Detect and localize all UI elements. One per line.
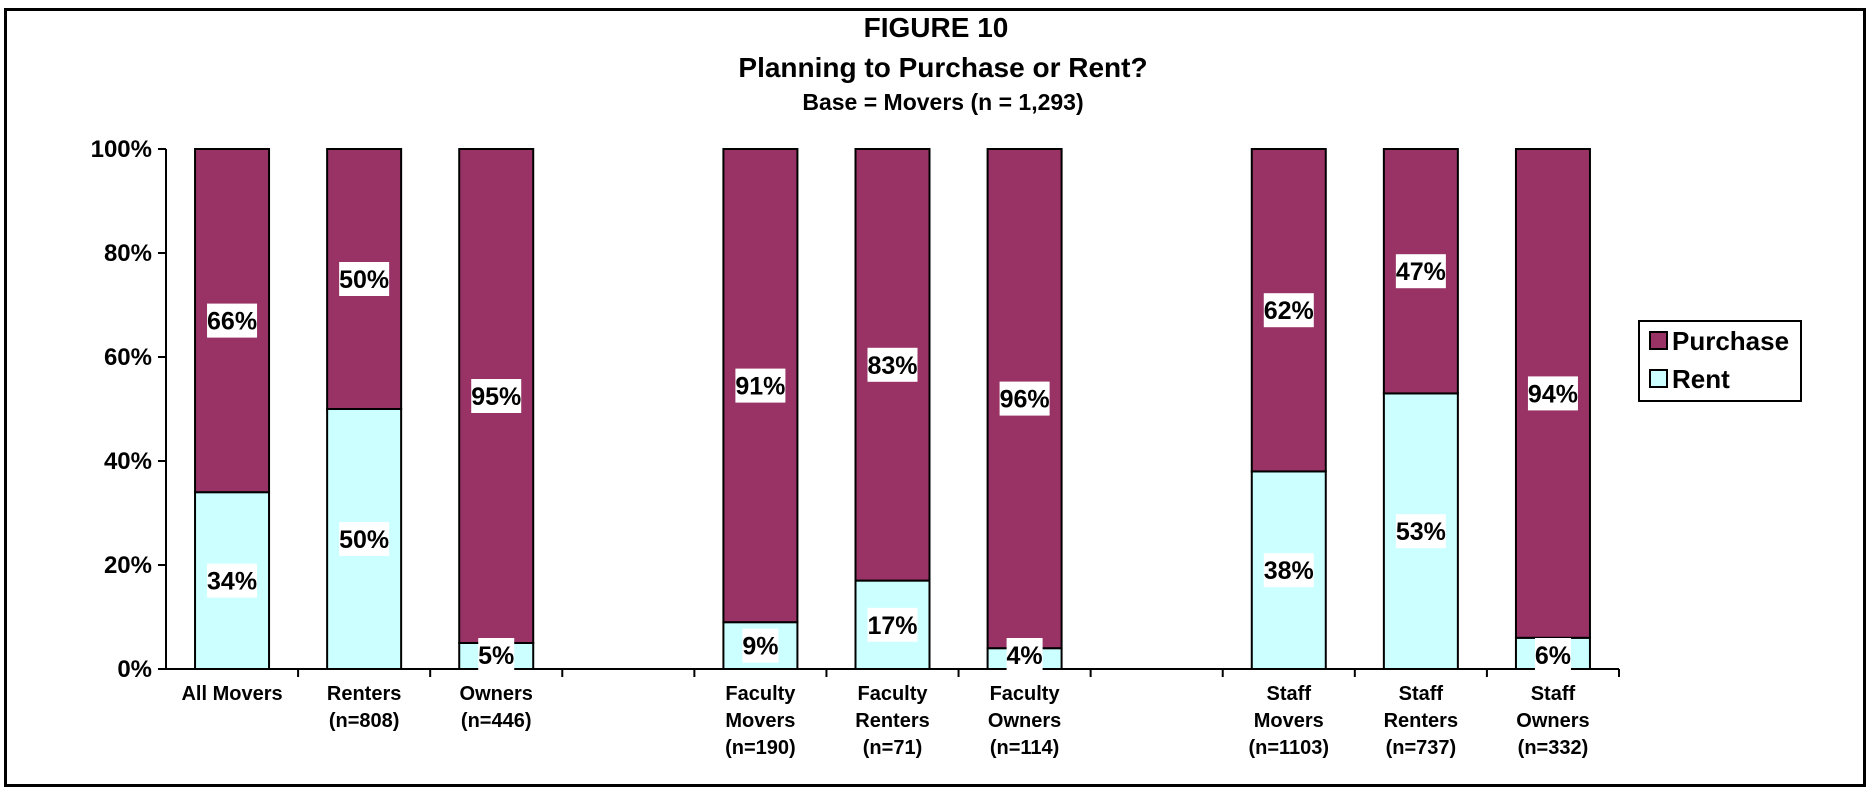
x-category-label: Faculty [990,683,1061,705]
data-label-purchase: 96% [999,381,1050,416]
y-tick-label: 60% [104,344,152,371]
data-label-box [1006,638,1043,672]
data-label-rent: 6% [1535,638,1571,672]
x-category-label: (n=71) [863,737,922,759]
data-label-text: 17% [867,612,917,640]
data-label-box [999,381,1050,416]
data-label-rent: 53% [1395,514,1446,549]
data-label-rent: 5% [478,638,514,672]
data-label-box [339,522,390,556]
data-label-box [478,638,515,672]
x-category-label: Staff [1267,683,1312,705]
x-category-label: (n=114) [990,737,1059,759]
data-label-box [735,368,786,403]
data-label-box [207,303,258,338]
data-label-text: 91% [735,373,785,401]
data-label-purchase: 83% [867,347,918,382]
data-label-purchase: 50% [339,262,389,296]
y-tick-label: 100% [91,136,152,163]
data-label-text: 50% [339,266,389,294]
x-category-label: Movers [1254,710,1324,732]
chart-data-labels: 34% 66% 50% 50% 5% 95% 9% 91% 17% 83% 4% 96% 38% 62% 5… [207,254,1578,672]
legend-label-rent: Rent [1672,364,1730,394]
x-category-label: (n=808) [329,710,400,732]
data-label-box [1527,376,1578,411]
legend-swatch-purchase [1649,331,1668,350]
legend-swatch-rent [1649,369,1668,388]
data-label-purchase: 66% [207,303,258,338]
chart-title: FIGURE 10 [864,12,1009,43]
data-label-rent: 17% [867,607,918,642]
data-label-box [1534,638,1571,672]
x-category-label: Faculty [725,683,796,705]
data-label-text: 95% [471,383,521,411]
data-label-text: 34% [207,568,257,596]
y-tick-label: 40% [104,448,152,475]
data-label-box [1395,514,1446,549]
data-label-box [867,347,918,382]
data-label-box [339,262,390,296]
x-category-label: Renters [327,683,401,705]
data-label-purchase: 94% [1527,376,1578,411]
data-label-rent: 50% [339,522,389,556]
legend-label-purchase: Purchase [1672,326,1789,356]
data-label-purchase: 62% [1263,293,1314,328]
data-label-box [1263,553,1314,588]
data-label-purchase: 95% [471,379,521,413]
data-label-box [471,379,522,413]
x-category-label: Renters [1384,710,1458,732]
x-category-label: (n=190) [725,737,796,759]
chart-legend: Purchase Rent [1638,320,1802,402]
data-label-text: 38% [1264,557,1314,585]
chart-subtitle: Planning to Purchase or Rent? [738,52,1147,83]
data-label-box [742,628,779,663]
x-category-label: (n=737) [1386,737,1457,759]
x-category-label: (n=446) [461,710,532,732]
data-label-purchase: 47% [1395,254,1446,289]
chart-bars [194,148,1591,671]
x-category-label: Movers [725,710,795,732]
data-label-text: 47% [1396,258,1446,286]
x-category-label: Owners [988,710,1061,732]
x-category-label: Staff [1399,683,1444,705]
x-category-label: Staff [1531,683,1576,705]
data-label-text: 50% [339,526,389,554]
x-category-label: Renters [855,710,929,732]
data-label-box [1263,293,1314,328]
y-tick-label: 80% [104,240,152,267]
y-tick-label: 20% [104,552,152,579]
x-category-label: All Movers [181,683,282,705]
data-label-rent: 9% [742,628,779,663]
x-category-label: Faculty [857,683,928,705]
data-label-text: 4% [1007,642,1043,670]
y-tick-label: 0% [117,656,152,683]
data-label-text: 83% [867,352,917,380]
data-label-text: 96% [1000,386,1050,414]
data-label-text: 94% [1528,380,1578,408]
data-label-text: 53% [1396,518,1446,546]
data-label-rent: 34% [207,563,258,598]
x-category-label: Owners [1516,710,1589,732]
x-category-label: (n=332) [1518,737,1589,759]
data-label-purchase: 91% [735,368,786,403]
data-label-rent: 4% [1007,638,1043,672]
data-label-text: 6% [1535,642,1571,670]
chart-axes: 0% 20% 40% 60% 80% 100% All Movers Renters (n=80… [91,136,1620,759]
data-label-box [1395,254,1446,289]
data-label-text: 5% [478,642,514,670]
data-label-text: 62% [1264,297,1314,325]
x-category-label: (n=1103) [1248,737,1329,759]
chart-base-note: Base = Movers (n = 1,293) [802,89,1083,115]
data-label-text: 66% [207,308,257,336]
data-label-box [867,607,918,642]
data-label-text: 9% [742,633,778,661]
x-category-label: Owners [460,683,533,705]
data-label-rent: 38% [1263,553,1314,588]
data-label-box [207,563,258,598]
